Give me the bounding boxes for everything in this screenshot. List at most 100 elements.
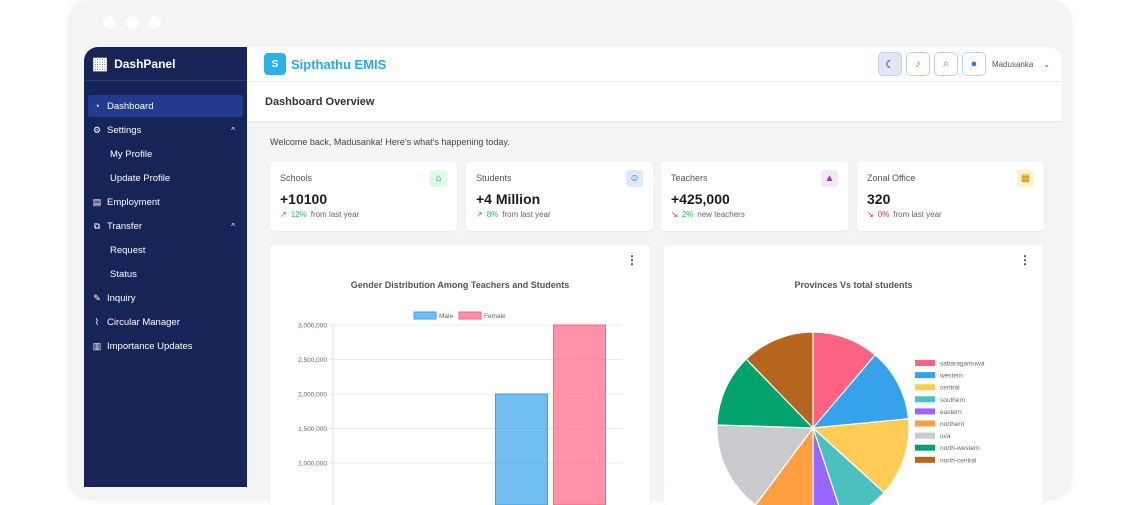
sidebar-item-label: My Profile xyxy=(110,148,153,160)
legend-swatch xyxy=(458,311,482,320)
user-name[interactable]: Madusanka xyxy=(991,59,1034,69)
stat-percent: 2% xyxy=(681,210,694,219)
stat-percent: 8% xyxy=(486,210,499,219)
sidebar-item-label: Dashboard xyxy=(107,100,154,112)
stat-label: Zonal Office xyxy=(867,173,916,183)
window-dot xyxy=(103,16,116,29)
building-icon: ▦ xyxy=(1017,170,1034,187)
y-tick-label: 1,500,000 xyxy=(298,426,327,433)
sidebar-item-status[interactable]: Status xyxy=(88,263,243,285)
user-icon[interactable]: ● xyxy=(961,52,986,76)
pie-chart-title: Provinces Vs total students xyxy=(794,280,913,290)
top-bar: S Sipthathu EMIS ☾ ♪ ⌕ ● Madusanka ⌄ xyxy=(247,47,1062,82)
stat-label: Teachers xyxy=(671,173,708,183)
legend-label[interactable]: northern xyxy=(940,421,965,428)
stat-value: +10100 xyxy=(280,191,328,207)
graduation-cap-icon: ▲ xyxy=(821,170,838,187)
stat-card-students: Students ☺ +4 Million ↗ 8% from last year xyxy=(466,162,653,231)
search-icon[interactable]: ⌕ xyxy=(933,52,958,76)
stat-percent: 12% xyxy=(290,210,307,219)
legend-label[interactable]: western xyxy=(939,373,963,380)
legend-label[interactable]: eastern xyxy=(940,409,962,416)
stat-card-zonal-office: Zonal Office ▦ 320 ↘ 0% from last year xyxy=(857,162,1044,231)
legend-label[interactable]: Male xyxy=(439,313,453,320)
transfer-icon: ⧉ xyxy=(93,220,101,231)
users-icon: ☺ xyxy=(626,170,643,187)
stat-label: Schools xyxy=(280,173,313,183)
more-options-icon[interactable]: ⋮ xyxy=(626,253,638,267)
legend-swatch xyxy=(915,444,935,451)
sidebar-item-label: Importance Updates xyxy=(107,340,193,352)
gauge-icon: ◔ xyxy=(94,101,100,111)
app-logo: S xyxy=(264,53,286,75)
stat-label: Students xyxy=(476,173,512,183)
bell-icon[interactable]: ♪ xyxy=(905,52,930,76)
bar-chart: 1,000,000 1,500,000 2,000,000 2,500,000 3,00… xyxy=(298,311,623,505)
school-icon: ⌂ xyxy=(430,170,447,187)
bar-female[interactable] xyxy=(553,324,606,505)
edit-icon: ✎ xyxy=(93,292,101,303)
grid-icon: ▦ xyxy=(92,53,109,73)
sidebar-item-settings[interactable]: ⚙ Settings ^ xyxy=(88,119,243,141)
pie-chart-panel: ⋮ Provinces Vs total students sabaragamu… xyxy=(664,245,1043,505)
pie-chart: sabaragamuwa western central southern easter… xyxy=(716,331,985,505)
stat-value: +4 Million xyxy=(476,191,541,207)
chevron-up-icon[interactable]: ^ xyxy=(231,221,235,231)
legend-label[interactable]: uva xyxy=(940,433,951,440)
sidebar-item-importance-updates[interactable]: ▥ Importance Updates xyxy=(88,335,243,357)
pie-slice-western[interactable] xyxy=(811,354,910,429)
sidebar-item-circular-manager[interactable]: ⌇ Circular Manager xyxy=(88,311,243,333)
more-options-icon[interactable]: ⋮ xyxy=(1019,253,1031,267)
sidebar-item-employment[interactable]: ▤ Employment xyxy=(88,191,243,213)
chevron-down-icon[interactable]: ⌄ xyxy=(1043,59,1050,69)
legend-swatch xyxy=(915,384,935,391)
stat-card-teachers: Teachers ▲ +425,000 ↘ 2% new teachers xyxy=(661,162,848,231)
stat-card-schools: Schools ⌂ +10100 ↗ 12% from last year xyxy=(270,162,457,231)
pie-slice-sabaragamuwa[interactable] xyxy=(812,331,877,430)
sidebar-item-dashboard[interactable]: ◔ Dashboard xyxy=(88,95,243,117)
sidebar-item-transfer[interactable]: ⧉ Transfer ^ xyxy=(88,215,243,237)
pie-slice-north-western[interactable] xyxy=(716,358,815,429)
trend-down-icon: ↘ xyxy=(867,210,874,219)
newspaper-icon: ▥ xyxy=(92,340,102,351)
sidebar-item-label: Request xyxy=(110,244,146,256)
stat-note: from last year xyxy=(502,210,551,219)
legend-label[interactable]: north-central xyxy=(940,457,977,464)
y-tick-label: 1,000,000 xyxy=(298,461,327,468)
stat-note: from last year xyxy=(893,210,942,219)
sidebar-item-label: Circular Manager xyxy=(107,316,180,328)
legend-swatch xyxy=(915,456,935,463)
legend-label[interactable]: sabaragamuwa xyxy=(940,361,985,368)
legend-label[interactable]: Female xyxy=(484,313,506,320)
stat-note: new teachers xyxy=(697,210,745,219)
y-tick-label: 3,000,000 xyxy=(298,323,327,330)
chevron-up-icon[interactable]: ^ xyxy=(231,125,235,135)
legend-label[interactable]: central xyxy=(940,385,960,392)
bar-chart-title: Gender Distribution Among Teachers and S… xyxy=(350,280,570,290)
page-title: Dashboard Overview xyxy=(247,82,1062,122)
gear-icon: ⚙ xyxy=(92,124,102,135)
legend-swatch xyxy=(915,432,935,439)
legend-label[interactable]: southern xyxy=(940,397,966,404)
sidebar-item-request[interactable]: Request xyxy=(88,239,243,261)
sidebar-item-inquiry[interactable]: ✎ Inquiry xyxy=(88,287,243,309)
y-tick-label: 2,000,000 xyxy=(298,392,327,399)
trend-up-icon: ↗ xyxy=(280,210,287,219)
legend-swatch xyxy=(915,396,935,403)
sidebar-item-label: Transfer xyxy=(107,220,143,232)
sidebar-item-label: Employment xyxy=(107,196,160,208)
legend-swatch xyxy=(915,420,935,427)
brand[interactable]: ▦ DashPanel xyxy=(84,47,247,81)
sidebar-item-my-profile[interactable]: My Profile xyxy=(88,143,243,165)
legend-swatch xyxy=(413,311,437,320)
legend-swatch xyxy=(915,360,935,366)
stat-value: +425,000 xyxy=(671,191,730,207)
legend-label[interactable]: north-western xyxy=(940,445,980,452)
sidebar-item-update-profile[interactable]: Update Profile xyxy=(88,167,243,189)
pie-slice-north-central[interactable] xyxy=(745,331,814,430)
trend-down-icon: ↘ xyxy=(671,210,678,219)
moon-icon[interactable]: ☾ xyxy=(877,52,902,76)
bar-male[interactable] xyxy=(495,393,548,505)
welcome-text: Welcome back, Madusanka! Here's what's h… xyxy=(270,137,510,147)
trend-up-icon: ↗ xyxy=(476,210,483,219)
